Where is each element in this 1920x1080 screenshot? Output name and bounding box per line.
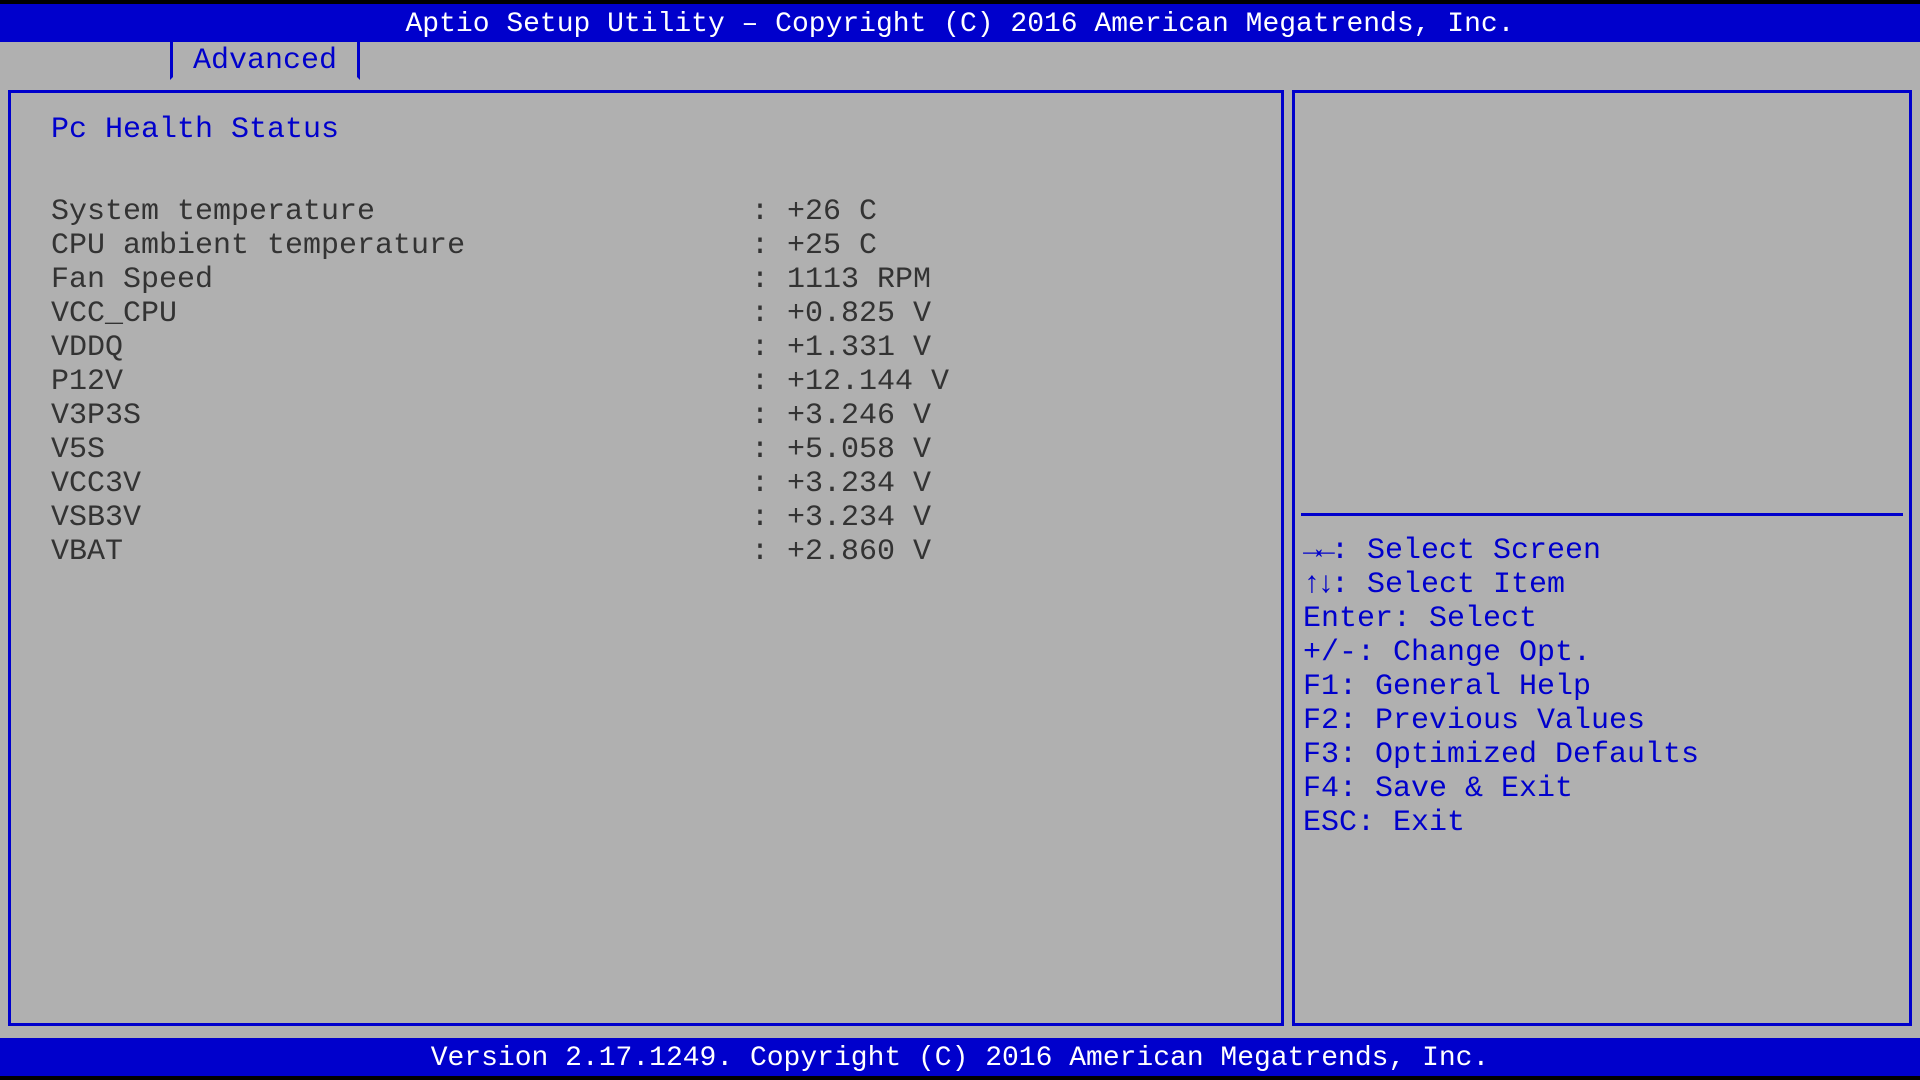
help-text: F4: Save & Exit [1303,772,1573,806]
status-value: +3.234 V [787,501,1241,535]
help-text: ESC: Exit [1303,806,1465,840]
status-value: +5.058 V [787,433,1241,467]
status-colon: : [751,195,787,229]
status-row: V5S:+5.058 V [51,433,1241,467]
status-row: P12V:+12.144 V [51,365,1241,399]
help-line: F3: Optimized Defaults [1303,738,1901,772]
arrow-icon: ↑↓ [1303,568,1331,602]
status-label: P12V [51,365,751,399]
status-row: VCC3V:+3.234 V [51,467,1241,501]
status-label: VCC3V [51,467,751,501]
left-panel: Pc Health Status System temperature:+26 … [8,90,1284,1026]
footer-bar: Version 2.17.1249. Copyright (C) 2016 Am… [0,1038,1920,1080]
help-text: : Select Item [1331,568,1565,602]
status-value: 1113 RPM [787,263,1241,297]
help-panel-bottom: →←: Select Screen↑↓: Select ItemEnter: S… [1295,516,1909,848]
status-value: +2.860 V [787,535,1241,569]
status-colon: : [751,263,787,297]
tab-bar: Advanced [0,42,1920,80]
help-line: →←: Select Screen [1303,534,1901,568]
bios-setup-screen: Aptio Setup Utility – Copyright (C) 2016… [0,0,1920,1080]
help-line: ESC: Exit [1303,806,1901,840]
help-line: Enter: Select [1303,602,1901,636]
status-colon: : [751,399,787,433]
status-row: CPU ambient temperature:+25 C [51,229,1241,263]
status-label: VBAT [51,535,751,569]
status-list: System temperature:+26 CCPU ambient temp… [51,195,1241,569]
status-label: V3P3S [51,399,751,433]
help-panel-top [1295,93,1909,513]
tab-label: Advanced [193,44,337,78]
help-line: F2: Previous Values [1303,704,1901,738]
status-colon: : [751,433,787,467]
status-label: VDDQ [51,331,751,365]
status-value: +3.234 V [787,467,1241,501]
help-text: : Select Screen [1331,534,1601,568]
status-row: System temperature:+26 C [51,195,1241,229]
status-row: Fan Speed:1113 RPM [51,263,1241,297]
help-text: +/-: Change Opt. [1303,636,1591,670]
status-colon: : [751,467,787,501]
status-colon: : [751,331,787,365]
help-line: ↑↓: Select Item [1303,568,1901,602]
status-row: V3P3S:+3.246 V [51,399,1241,433]
footer-text: Version 2.17.1249. Copyright (C) 2016 Am… [431,1043,1490,1074]
help-text: F3: Optimized Defaults [1303,738,1699,772]
status-label: System temperature [51,195,751,229]
header-title: Aptio Setup Utility – Copyright (C) 2016… [406,9,1515,40]
status-value: +26 C [787,195,1241,229]
status-colon: : [751,535,787,569]
right-panel: →←: Select Screen↑↓: Select ItemEnter: S… [1292,90,1912,1026]
status-row: VCC_CPU:+0.825 V [51,297,1241,331]
status-label: VSB3V [51,501,751,535]
status-row: VSB3V:+3.234 V [51,501,1241,535]
status-colon: : [751,297,787,331]
status-value: +12.144 V [787,365,1241,399]
status-label: CPU ambient temperature [51,229,751,263]
tab-advanced[interactable]: Advanced [170,42,360,80]
status-value: +25 C [787,229,1241,263]
status-value: +3.246 V [787,399,1241,433]
status-value: +1.331 V [787,331,1241,365]
status-row: VBAT:+2.860 V [51,535,1241,569]
content-area: Pc Health Status System temperature:+26 … [0,80,1920,1038]
help-text: Enter: Select [1303,602,1537,636]
header-bar: Aptio Setup Utility – Copyright (C) 2016… [0,0,1920,42]
status-colon: : [751,501,787,535]
status-label: VCC_CPU [51,297,751,331]
status-label: V5S [51,433,751,467]
status-value: +0.825 V [787,297,1241,331]
status-row: VDDQ:+1.331 V [51,331,1241,365]
help-text: F2: Previous Values [1303,704,1645,738]
status-colon: : [751,365,787,399]
help-line: F1: General Help [1303,670,1901,704]
help-text: F1: General Help [1303,670,1591,704]
status-label: Fan Speed [51,263,751,297]
section-title: Pc Health Status [51,113,1241,147]
status-colon: : [751,229,787,263]
help-line: F4: Save & Exit [1303,772,1901,806]
arrow-icon: →← [1303,534,1331,568]
help-line: +/-: Change Opt. [1303,636,1901,670]
